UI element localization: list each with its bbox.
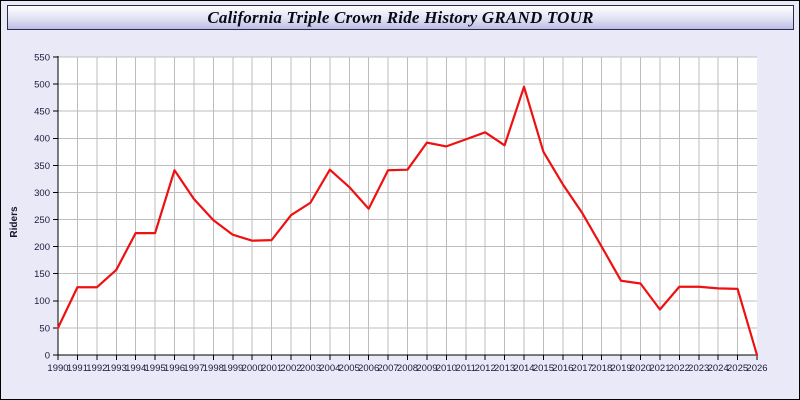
x-tick-label: 2005 [339,363,360,374]
x-tick-label: 2016 [552,363,573,374]
y-tick-label: 300 [34,188,50,199]
x-tick-label: 2001 [261,363,282,374]
y-axis-tick-labels: 0 50 100 150 200 250 300 350 400 450 500 550 [34,52,50,361]
x-tick-label: 2015 [533,363,554,374]
riders-series-line [56,85,759,357]
x-axis-tick-labels: 1990199119921993199419951996199719981999… [47,363,767,374]
y-tick-label: 150 [34,269,50,280]
x-tick-label: 1998 [203,363,224,374]
x-tick-label: 2013 [494,363,515,374]
x-tick-label: 2009 [416,363,437,374]
x-tick-label: 2006 [358,363,379,374]
y-tick-label: 400 [34,134,50,145]
x-tick-label: 2018 [591,363,612,374]
x-tick-label: 1995 [145,363,166,374]
x-tick-label: 2002 [280,363,301,374]
x-tick-label: 2012 [475,363,496,374]
x-tick-label: 2014 [513,363,534,374]
x-tick-label: 2023 [688,363,709,374]
x-tick-label: 2022 [669,363,690,374]
y-tick-label: 350 [34,161,50,172]
chart-plot-area: 0 50 100 150 200 250 300 350 400 450 500 550 1990 19… [1,32,799,399]
x-tick-label: 2003 [300,363,321,374]
x-tick-label: 1990 [47,363,68,374]
x-tick-label: 2004 [319,363,340,374]
y-tick-label: 100 [34,296,50,307]
x-tick-label: 1999 [222,363,243,374]
y-tick-label: 0 [45,350,50,361]
x-tick-label: 2020 [630,363,651,374]
x-tick-label: 2010 [436,363,457,374]
x-tick-label: 1994 [125,363,146,374]
y-tick-label: 200 [34,242,50,253]
y-axis-ticks [53,56,58,356]
x-tick-label: 2008 [397,363,418,374]
grid-lines-horizontal [58,56,757,329]
x-tick-label: 2021 [649,363,670,374]
x-tick-label: 2026 [746,363,767,374]
chart-title-bar: California Triple Crown Ride History GRA… [7,5,794,30]
page-title: California Triple Crown Ride History GRA… [207,7,594,27]
y-tick-label: 500 [34,79,50,90]
y-tick-label: 50 [39,323,50,334]
y-tick-label: 450 [34,107,50,118]
x-tick-label: 2017 [572,363,593,374]
x-tick-label: 1991 [67,363,88,374]
y-tick-label: 550 [34,52,50,63]
x-axis-ticks [57,355,758,360]
x-tick-label: 1992 [86,363,107,374]
x-tick-label: 2025 [727,363,748,374]
x-tick-label: 2011 [456,363,476,374]
x-tick-label: 2019 [611,363,632,374]
y-axis-title: Riders [9,206,20,238]
x-tick-label: 2024 [708,363,729,374]
x-tick-label: 1997 [183,363,204,374]
y-tick-label: 250 [34,215,50,226]
grid-lines-vertical [76,57,739,355]
x-tick-label: 2007 [378,363,399,374]
x-tick-label: 1993 [106,363,127,374]
x-tick-label: 1996 [164,363,185,374]
x-tick-label: 2000 [242,363,263,374]
